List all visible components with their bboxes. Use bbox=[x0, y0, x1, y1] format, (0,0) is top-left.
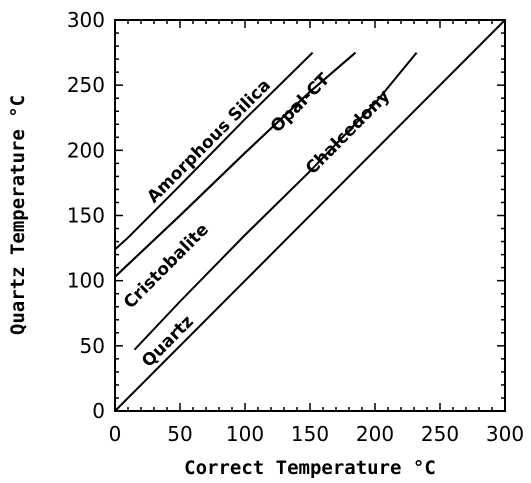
series-line-chalcedony bbox=[133, 51, 418, 351]
x-tick-label: 150 bbox=[291, 422, 329, 446]
x-tick-label: 250 bbox=[421, 422, 459, 446]
x-axis-label: Correct Temperature °C bbox=[184, 457, 436, 479]
x-tick-label: 50 bbox=[167, 422, 192, 446]
curve-label-quartz: Quartz bbox=[138, 312, 198, 372]
y-tick-label: 300 bbox=[67, 8, 105, 32]
x-tick-label: 0 bbox=[109, 422, 122, 446]
x-tick-label: 300 bbox=[486, 422, 524, 446]
y-axis-label: Quartz Temperature °C bbox=[7, 95, 29, 335]
curve-label-opal-ct: Opal-CT bbox=[267, 69, 334, 137]
y-tick-label: 100 bbox=[67, 269, 105, 293]
y-tick-label: 0 bbox=[92, 399, 105, 423]
x-tick-label: 100 bbox=[226, 422, 264, 446]
series-line-cristobalite bbox=[114, 51, 357, 278]
y-tick-label: 250 bbox=[67, 73, 105, 97]
curve-label-cristobalite: Cristobalite bbox=[120, 220, 213, 313]
series-line-quartz bbox=[114, 19, 506, 412]
x-tick-label: 200 bbox=[356, 422, 394, 446]
y-tick-label: 150 bbox=[67, 204, 105, 228]
curve-labels: Amorphous SilicaOpal-CTCristobaliteQuart… bbox=[120, 69, 394, 371]
series-line-amorphous-silica bbox=[114, 51, 314, 251]
ticks bbox=[114, 19, 506, 412]
y-tick-label: 50 bbox=[80, 334, 105, 358]
tick-labels: 0 50 100 150 200 250 300 0 50 100 150 200 250 300 bbox=[67, 8, 524, 446]
series-lines bbox=[114, 19, 506, 412]
y-tick-label: 200 bbox=[67, 138, 105, 162]
